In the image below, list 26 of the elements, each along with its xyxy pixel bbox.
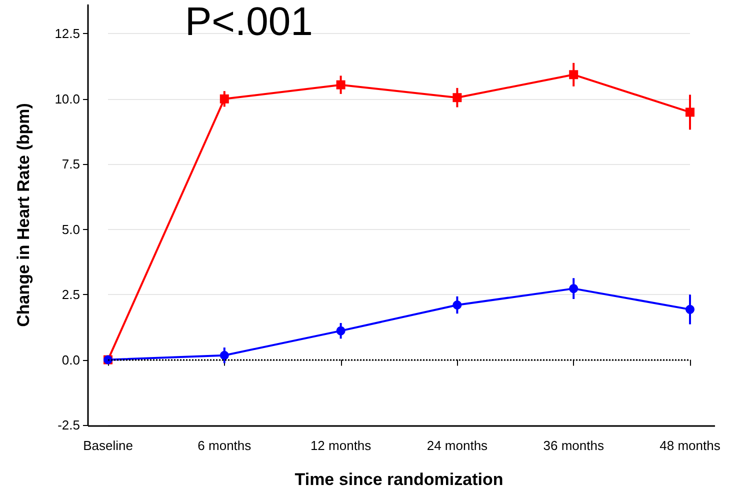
point xyxy=(220,350,229,360)
y-tick-label: 7.5 xyxy=(62,156,80,172)
y-axis-title: Change in Heart Rate (bpm) xyxy=(14,103,33,327)
point xyxy=(336,80,346,90)
y-tick-label: 2.5 xyxy=(62,287,80,302)
point xyxy=(686,108,694,117)
y-tick-label: 12.5 xyxy=(54,26,80,42)
x-tick-label: 48 months xyxy=(660,438,721,453)
x-tick-label: 6 months xyxy=(198,438,252,453)
x-tick-label: Baseline xyxy=(83,438,133,453)
y-tick-label: 5.0 xyxy=(62,222,80,237)
point xyxy=(569,70,578,80)
annotation: P<.001 xyxy=(185,0,313,44)
point xyxy=(569,284,578,294)
x-tick-label: 24 months xyxy=(426,438,488,453)
y-tick-label: 0.0 xyxy=(62,352,80,368)
y-tick-label: 10.0 xyxy=(54,91,80,106)
point xyxy=(452,93,462,102)
point xyxy=(686,304,694,314)
x-tick-label: 12 months xyxy=(310,438,372,453)
x-tick-label: 36 months xyxy=(543,438,604,453)
point xyxy=(452,300,462,310)
y-tick-label: -2.5 xyxy=(58,418,80,432)
x-axis-title: Time since randomization xyxy=(294,470,504,489)
point xyxy=(220,94,229,104)
point xyxy=(336,326,346,336)
